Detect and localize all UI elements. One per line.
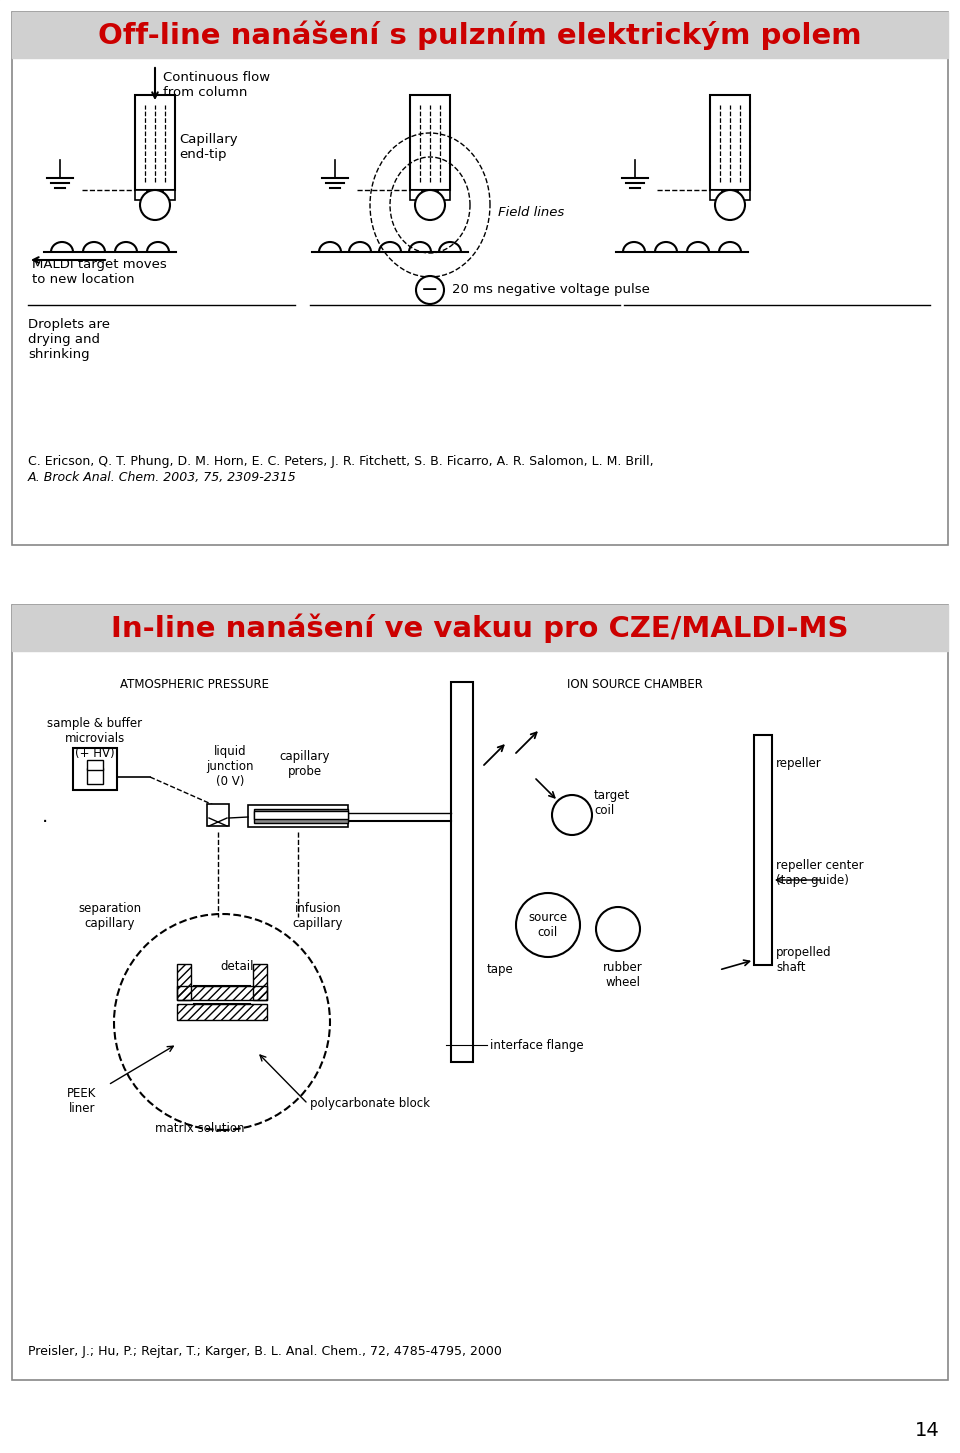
Text: polycarbonate block: polycarbonate block bbox=[310, 1097, 430, 1110]
Bar bbox=[710, 190, 722, 201]
Circle shape bbox=[596, 907, 640, 952]
Text: −: − bbox=[421, 280, 439, 299]
Text: tape: tape bbox=[487, 962, 514, 975]
Bar bbox=[710, 94, 750, 190]
Bar bbox=[163, 190, 175, 201]
Text: PEEK
liner: PEEK liner bbox=[67, 1087, 97, 1114]
Bar bbox=[135, 190, 147, 201]
Text: ATMOSPHERIC PRESSURE: ATMOSPHERIC PRESSURE bbox=[121, 679, 270, 692]
Text: repeller: repeller bbox=[776, 757, 822, 770]
Bar bbox=[177, 987, 267, 1000]
Bar bbox=[12, 12, 948, 545]
Text: Droplets are
drying and
shrinking: Droplets are drying and shrinking bbox=[28, 318, 110, 360]
Bar bbox=[12, 604, 948, 651]
Text: liquid
junction
(0 V): liquid junction (0 V) bbox=[206, 745, 253, 788]
Bar bbox=[12, 604, 948, 1380]
Text: Field lines: Field lines bbox=[498, 206, 564, 219]
Text: propelled
shaft: propelled shaft bbox=[776, 946, 831, 974]
Text: ·: · bbox=[42, 812, 48, 831]
Bar bbox=[177, 963, 191, 1000]
Bar bbox=[12, 12, 948, 58]
Text: rubber
wheel: rubber wheel bbox=[603, 960, 643, 989]
Text: 14: 14 bbox=[915, 1421, 940, 1440]
Circle shape bbox=[516, 894, 580, 958]
Circle shape bbox=[715, 190, 745, 219]
Text: Preisler, J.; Hu, P.; Rejtar, T.; Karger, B. L. Anal. Chem., 72, 4785-4795, 2000: Preisler, J.; Hu, P.; Rejtar, T.; Karger… bbox=[28, 1345, 502, 1359]
Text: repeller center
(tape guide): repeller center (tape guide) bbox=[776, 859, 864, 886]
Circle shape bbox=[416, 276, 444, 304]
Text: 20 ms negative voltage pulse: 20 ms negative voltage pulse bbox=[452, 283, 650, 296]
Text: matrix solution: matrix solution bbox=[156, 1123, 245, 1135]
Bar bbox=[738, 190, 750, 201]
Circle shape bbox=[552, 795, 592, 835]
Bar bbox=[248, 805, 348, 827]
Bar bbox=[135, 94, 175, 190]
Text: sample & buffer
microvials
(+ HV): sample & buffer microvials (+ HV) bbox=[47, 716, 143, 760]
Text: detail: detail bbox=[220, 960, 253, 974]
Circle shape bbox=[114, 914, 330, 1130]
Bar bbox=[73, 748, 117, 790]
Bar bbox=[451, 681, 473, 1062]
Bar bbox=[177, 1004, 267, 1020]
Bar bbox=[253, 963, 267, 1000]
Bar bbox=[754, 735, 772, 965]
Bar bbox=[254, 811, 348, 819]
Text: In-line nanášení ve vakuu pro CZE/MALDI-MS: In-line nanášení ve vakuu pro CZE/MALDI-… bbox=[111, 613, 849, 642]
Text: source
coil: source coil bbox=[528, 911, 567, 939]
Circle shape bbox=[140, 190, 170, 219]
Text: separation
capillary: separation capillary bbox=[79, 902, 141, 930]
Circle shape bbox=[415, 190, 445, 219]
Bar bbox=[207, 804, 229, 825]
Bar bbox=[87, 760, 103, 770]
Text: infusion
capillary: infusion capillary bbox=[293, 902, 344, 930]
Text: MALDI target moves
to new location: MALDI target moves to new location bbox=[32, 259, 167, 286]
Text: target
coil: target coil bbox=[594, 789, 631, 817]
Text: Continuous flow
from column: Continuous flow from column bbox=[163, 71, 270, 99]
Text: Capillary
end-tip: Capillary end-tip bbox=[179, 134, 238, 161]
Text: C. Ericson, Q. T. Phung, D. M. Horn, E. C. Peters, J. R. Fitchett, S. B. Ficarro: C. Ericson, Q. T. Phung, D. M. Horn, E. … bbox=[28, 455, 654, 468]
Text: A. Brock Anal. Chem. 2003, 75, 2309-2315: A. Brock Anal. Chem. 2003, 75, 2309-2315 bbox=[28, 472, 297, 484]
Text: capillary
probe: capillary probe bbox=[279, 750, 330, 777]
Text: ION SOURCE CHAMBER: ION SOURCE CHAMBER bbox=[567, 679, 703, 692]
Bar bbox=[410, 190, 422, 201]
Bar bbox=[438, 190, 450, 201]
Text: Off-line nanášení s pulzním elektrickým polem: Off-line nanášení s pulzním elektrickým … bbox=[98, 20, 862, 49]
Bar bbox=[410, 94, 450, 190]
Bar bbox=[87, 769, 103, 785]
Bar bbox=[254, 809, 348, 822]
Text: interface flange: interface flange bbox=[490, 1039, 584, 1052]
